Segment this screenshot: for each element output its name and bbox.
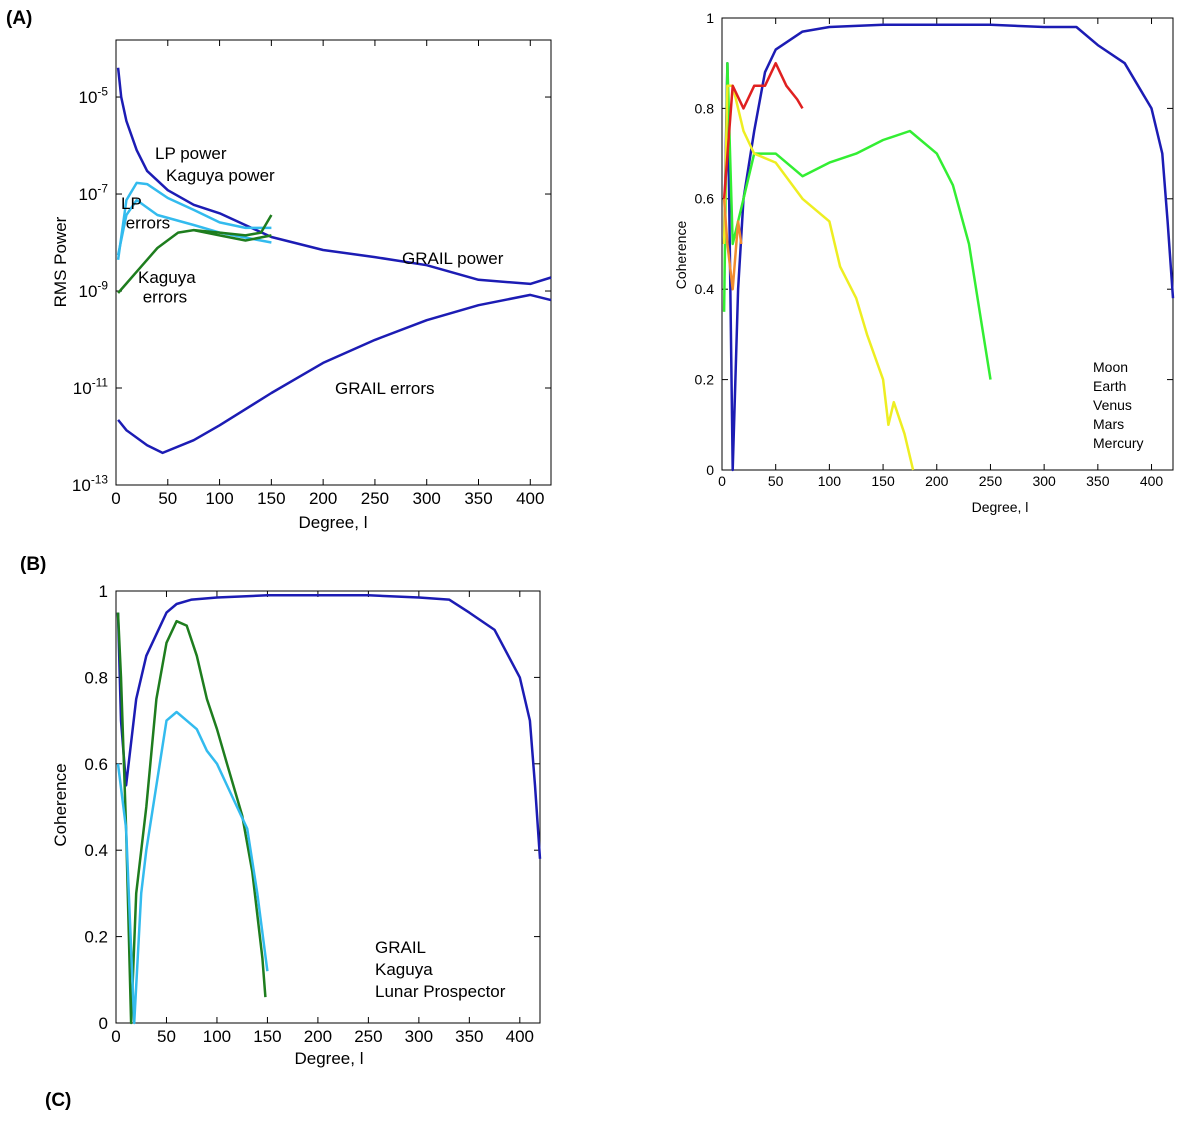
panel-label: (A) [6, 8, 32, 29]
y-tick-label: 0 [99, 1014, 108, 1033]
legend-label: Mercury [1093, 435, 1144, 451]
series-line [116, 67, 552, 286]
x-tick-label: 200 [309, 489, 337, 508]
series-label: GRAIL power [402, 249, 504, 268]
y-tick-label: 0.6 [84, 755, 108, 774]
series-label: LP errors [121, 194, 170, 233]
x-tick-label: 0 [718, 473, 726, 489]
legend-label: Lunar Prospector [375, 982, 506, 1001]
x-tick-label: 300 [405, 1027, 433, 1046]
series-label: GRAIL errors [335, 379, 435, 398]
panel-label: (B) [20, 554, 46, 575]
x-tick-label: 0 [111, 489, 120, 508]
series-line [117, 293, 552, 455]
series-line [116, 612, 267, 1025]
y-tick-label: 0.4 [84, 841, 108, 860]
series-line [722, 23, 1175, 472]
plot-frame [115, 590, 541, 1024]
x-tick-label: 150 [253, 1027, 281, 1046]
x-tick-label: 300 [1032, 473, 1056, 489]
x-tick-label: 350 [464, 489, 492, 508]
series-line [117, 228, 272, 294]
x-axis-label: Degree, l [295, 1049, 364, 1068]
y-axis-label: Coherence [673, 221, 689, 290]
legend-label: Venus [1093, 397, 1132, 413]
x-tick-label: 50 [768, 473, 784, 489]
x-tick-label: 50 [157, 1027, 176, 1046]
y-tick-label: 0.8 [84, 668, 108, 687]
plot-frame [115, 39, 552, 486]
x-tick-label: 300 [413, 489, 441, 508]
y-tick-label: 0.6 [695, 191, 715, 207]
x-tick-label: 250 [979, 473, 1003, 489]
legend-label: GRAIL [375, 938, 426, 957]
series-line [722, 198, 743, 291]
plot-frame [721, 17, 1174, 471]
series-line [116, 594, 542, 859]
series-label: LP power [155, 144, 227, 163]
y-tick-label: 10-9 [79, 278, 109, 301]
x-tick-label: 100 [818, 473, 842, 489]
series-line [722, 61, 992, 380]
series-label: Kaguya power [166, 166, 275, 185]
y-tick-label: 10-13 [72, 472, 108, 495]
y-tick-label: 1 [706, 10, 714, 26]
x-tick-label: 150 [871, 473, 895, 489]
y-axis-label: Coherence [51, 763, 70, 846]
series-line [116, 181, 272, 260]
x-tick-label: 350 [455, 1027, 483, 1046]
x-tick-label: 400 [506, 1027, 534, 1046]
y-tick-label: 10-7 [79, 181, 109, 204]
y-tick-label: 0.2 [695, 372, 715, 388]
x-tick-label: 200 [304, 1027, 332, 1046]
series-line [193, 214, 273, 237]
panel-label: (C) [45, 1090, 71, 1111]
series-line [722, 61, 804, 199]
y-tick-label: 0.2 [84, 928, 108, 947]
x-tick-label: 400 [516, 489, 544, 508]
x-tick-label: 250 [361, 489, 389, 508]
x-axis-label: Degree, l [299, 513, 368, 532]
legend-label: Moon [1093, 359, 1128, 375]
x-tick-label: 100 [203, 1027, 231, 1046]
x-tick-label: 350 [1086, 473, 1110, 489]
x-tick-label: 150 [257, 489, 285, 508]
x-axis-label: Degree, l [972, 499, 1029, 515]
series-label: Kaguya errors [138, 268, 196, 307]
y-tick-label: 10-5 [79, 84, 109, 107]
legend-label: Earth [1093, 378, 1126, 394]
x-tick-label: 250 [354, 1027, 382, 1046]
y-tick-label: 10-11 [73, 375, 109, 398]
x-tick-label: 0 [111, 1027, 120, 1046]
y-tick-label: 0 [706, 462, 714, 478]
y-tick-label: 0.8 [695, 100, 715, 116]
y-tick-label: 1 [99, 582, 108, 601]
legend-label: Kaguya [375, 960, 433, 979]
y-axis-label: RMS Power [51, 216, 70, 307]
x-tick-label: 200 [925, 473, 949, 489]
series-line [116, 710, 269, 1025]
x-tick-label: 400 [1140, 473, 1164, 489]
series-line [722, 84, 915, 471]
x-tick-label: 50 [158, 489, 177, 508]
legend-label: Mars [1093, 416, 1124, 432]
y-tick-label: 0.4 [695, 281, 715, 297]
x-tick-label: 100 [205, 489, 233, 508]
